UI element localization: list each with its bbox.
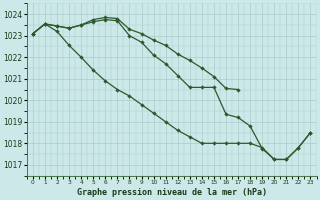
X-axis label: Graphe pression niveau de la mer (hPa): Graphe pression niveau de la mer (hPa) <box>77 188 267 197</box>
